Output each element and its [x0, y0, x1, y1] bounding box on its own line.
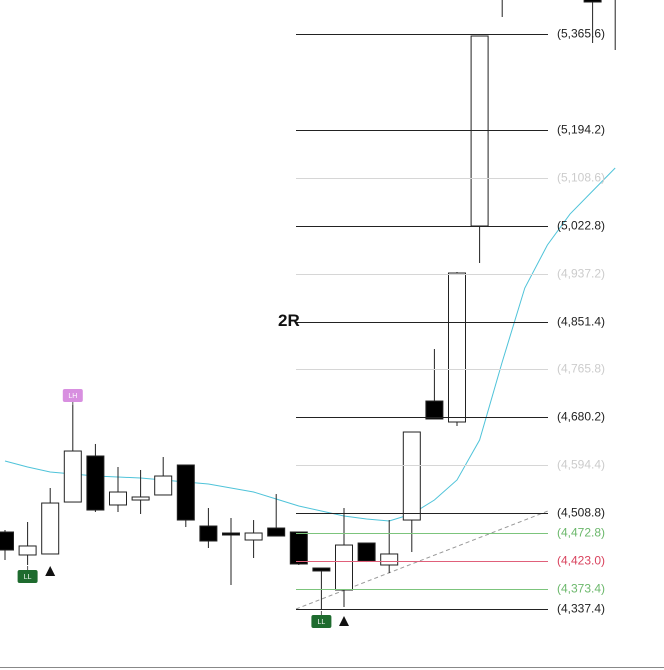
level-label: (4,423.0)	[557, 554, 605, 568]
candle-body	[63, 450, 82, 503]
candle-body	[380, 553, 399, 566]
candle-body	[470, 35, 489, 227]
marker-badge	[17, 569, 38, 583]
candle-body	[222, 532, 240, 536]
trend-line	[295, 510, 549, 610]
candle-body	[41, 502, 60, 555]
candle-body	[357, 542, 376, 562]
level-label: (4,851.4)	[557, 315, 605, 329]
candle-body	[425, 400, 444, 420]
triangle-marker	[45, 566, 56, 576]
marker-label: LL	[24, 574, 32, 581]
level-label: (4,594.4)	[557, 458, 605, 472]
level-label: (4,680.2)	[557, 410, 605, 424]
level-label: (4,472.8)	[557, 526, 605, 540]
candle-body	[109, 491, 127, 506]
marker-label: LH	[68, 393, 77, 400]
level-label: (4,508.8)	[557, 506, 605, 520]
marker-label: LL	[318, 619, 326, 626]
candle-body	[402, 431, 421, 521]
candle-body	[244, 532, 263, 541]
level-label: (5,108.6)	[557, 171, 605, 185]
level-label: (4,937.2)	[557, 267, 605, 281]
level-label: (5,365.6)	[557, 27, 605, 41]
annotation: 2R	[278, 311, 300, 330]
moving-average	[4, 167, 616, 522]
candle-body	[154, 475, 173, 496]
candle-body	[18, 545, 37, 556]
candle-body	[335, 544, 353, 591]
level-label: (5,194.2)	[557, 123, 605, 137]
candle-body	[267, 527, 286, 537]
plot	[0, 0, 616, 611]
candle-body	[289, 531, 308, 565]
candle-body	[448, 272, 466, 423]
candle-body	[86, 455, 105, 511]
triangle-marker	[339, 616, 349, 626]
candle-body	[312, 567, 331, 572]
marker-badge	[311, 615, 332, 629]
level-label: (5,022.8)	[557, 219, 605, 233]
level-label: (4,337.4)	[557, 602, 605, 616]
candle-body	[583, 0, 602, 3]
marker-badge	[62, 388, 83, 402]
level-label: (4,765.8)	[557, 362, 605, 376]
level-label: (4,373.4)	[557, 582, 605, 596]
candle-body	[0, 531, 14, 551]
candle-body	[176, 464, 195, 521]
candle-body	[199, 525, 218, 542]
candle-body	[131, 496, 150, 501]
